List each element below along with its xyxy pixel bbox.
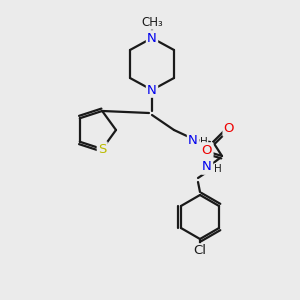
Text: H: H	[214, 164, 222, 174]
Text: H: H	[200, 137, 208, 147]
Text: N: N	[147, 32, 157, 44]
Text: Cl: Cl	[194, 244, 206, 257]
Text: S: S	[98, 142, 106, 155]
Text: O: O	[202, 143, 212, 157]
Text: O: O	[224, 122, 234, 136]
Text: N: N	[188, 134, 198, 146]
Text: N: N	[202, 160, 212, 173]
Text: N: N	[147, 83, 157, 97]
Text: CH₃: CH₃	[141, 16, 163, 28]
